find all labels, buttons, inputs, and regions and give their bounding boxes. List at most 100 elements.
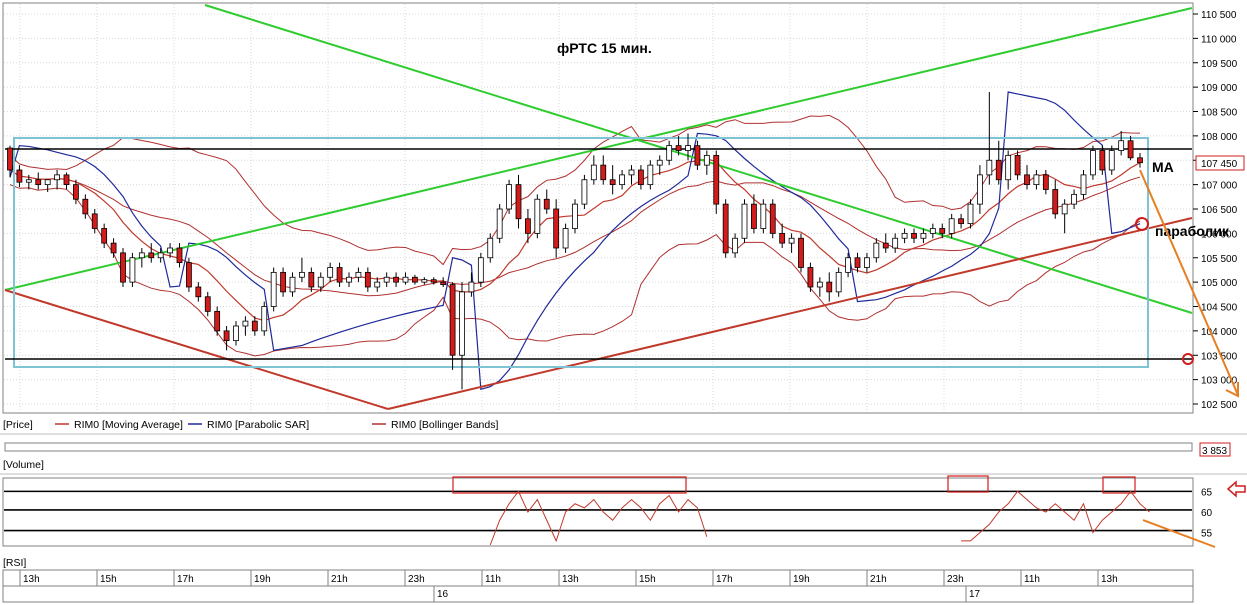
candle <box>1052 179 1059 219</box>
bb-middle-line <box>9 169 1141 297</box>
price-tick-label: 105 500 <box>1201 254 1238 265</box>
rsi-line <box>489 490 1150 546</box>
candle <box>430 277 437 285</box>
candle <box>967 199 974 229</box>
candle <box>666 140 673 166</box>
candle <box>317 272 324 292</box>
rsi-box-3 <box>1102 476 1136 494</box>
candle-body <box>393 276 399 283</box>
price-tick-label: 110 500 <box>1201 10 1237 21</box>
time-tick-label: 19h <box>254 574 271 585</box>
rsi-axis: 55 60 65 <box>1201 487 1213 539</box>
legend-entry: RIM0 [Bollinger Bands] <box>391 419 498 431</box>
time-tick-label: 17h <box>177 574 194 585</box>
candle <box>929 223 936 239</box>
time-tick-label: 15h <box>639 574 656 585</box>
candle-body <box>195 286 202 298</box>
candle-body <box>214 310 221 332</box>
candle <box>628 165 635 185</box>
candle <box>901 228 908 244</box>
time-tick-label: 21h <box>870 574 887 585</box>
candle-body <box>251 320 258 332</box>
candle <box>496 204 503 244</box>
candle-body <box>440 281 447 285</box>
bollinger-bands <box>9 114 1141 357</box>
rsi-tick-label: 65 <box>1201 487 1213 498</box>
candle-body <box>835 271 842 293</box>
candle <box>393 272 399 287</box>
level-marker <box>1182 353 1194 365</box>
candle <box>402 272 409 285</box>
candle-body <box>506 184 512 210</box>
time-tick-label: 11h <box>485 574 501 585</box>
legend-entry: RIM0 [Parabolic SAR] <box>207 419 309 431</box>
candle <box>364 267 371 292</box>
candle <box>600 155 607 185</box>
candle <box>223 326 230 351</box>
candle-body <box>986 159 993 176</box>
candle-body <box>675 145 682 151</box>
candle-body <box>920 232 927 239</box>
candle <box>449 282 456 370</box>
candle <box>920 228 927 244</box>
candle-body <box>1080 174 1087 195</box>
candle-body <box>967 203 974 225</box>
candle-body <box>204 296 211 312</box>
candle-body <box>73 184 79 200</box>
candle <box>590 155 597 185</box>
candle-body <box>1052 189 1059 215</box>
candle <box>82 194 89 219</box>
candle <box>16 165 23 188</box>
candle-body <box>939 228 946 234</box>
candle <box>1024 165 1030 190</box>
candle <box>176 243 183 268</box>
candle-body <box>1042 174 1049 190</box>
day-tick-label: 16 <box>437 589 449 600</box>
price-tick-label: 109 000 <box>1201 83 1238 94</box>
candle-body <box>779 232 786 244</box>
candle-body <box>826 281 833 293</box>
candle-body <box>1127 140 1134 159</box>
candle-body <box>760 203 767 229</box>
candle-body <box>798 237 804 268</box>
candle-body <box>525 218 531 234</box>
candle <box>1127 135 1134 161</box>
candle-body <box>1024 174 1030 186</box>
candle-body <box>233 325 239 342</box>
time-tick-label: 19h <box>793 574 810 585</box>
candle <box>129 252 136 287</box>
candle-body <box>364 271 371 288</box>
candle-body <box>929 228 936 234</box>
candle <box>138 248 145 268</box>
candle-body <box>864 257 870 268</box>
candle-body <box>741 203 748 239</box>
candle <box>1071 189 1077 209</box>
candle-body <box>656 159 663 166</box>
candle <box>261 301 268 336</box>
candle <box>186 257 192 292</box>
candle <box>1033 170 1040 190</box>
candle-body <box>948 218 955 234</box>
candle <box>854 252 861 273</box>
candle-body <box>54 174 60 181</box>
price-tick-label: 103 500 <box>1201 351 1238 362</box>
price-tick-label: 108 000 <box>1201 132 1238 143</box>
candle-body <box>25 179 32 183</box>
candle <box>289 272 296 297</box>
candle <box>25 174 32 190</box>
candle <box>487 233 494 263</box>
forecast-arrow-price <box>1139 169 1239 396</box>
candle <box>835 267 842 297</box>
candle <box>383 272 390 287</box>
candle-body <box>572 203 578 229</box>
candle-body <box>1061 203 1068 215</box>
candle <box>685 133 691 161</box>
price-tick-label: 105 000 <box>1201 278 1238 289</box>
candle <box>873 238 880 263</box>
candle <box>788 233 795 253</box>
candle-body <box>167 247 173 254</box>
candle <box>769 199 776 239</box>
candle-body <box>129 257 136 283</box>
candle-body <box>44 179 51 186</box>
price-tick-label: 109 500 <box>1201 59 1238 70</box>
